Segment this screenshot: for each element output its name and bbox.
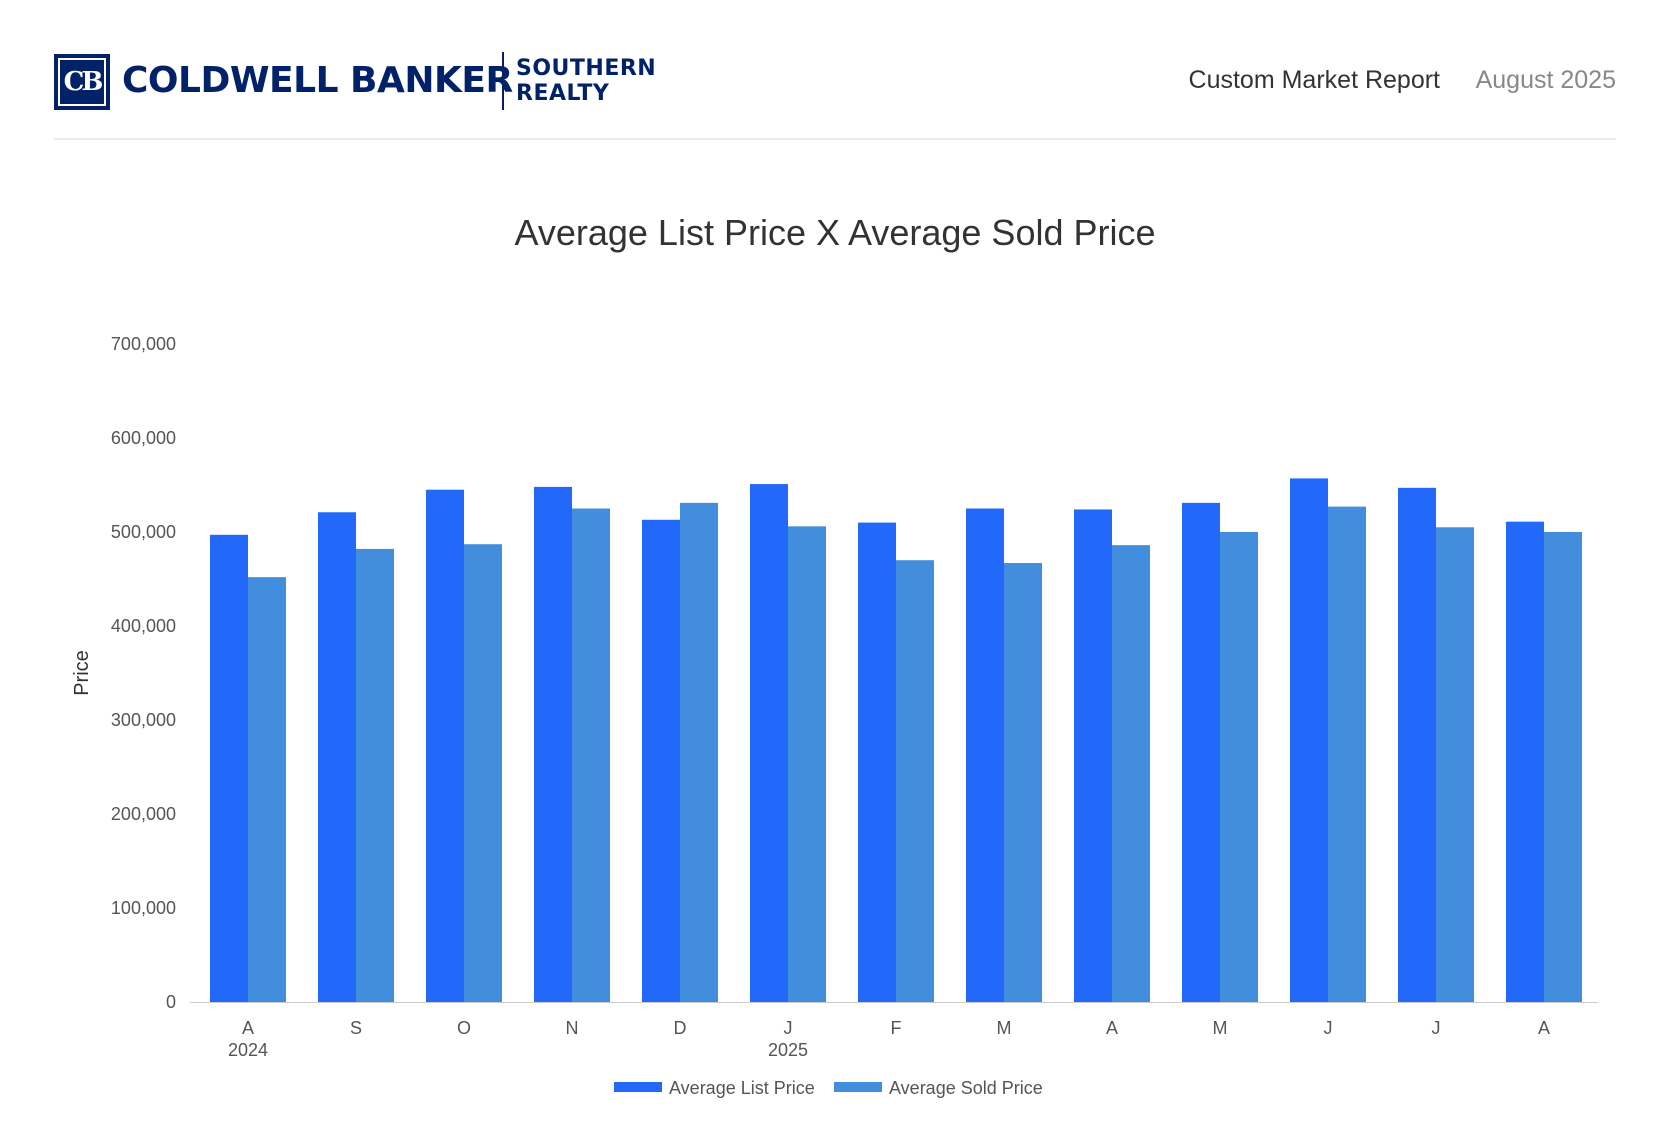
y-tick-label: 500,000 (111, 522, 176, 542)
bar-sold-price (464, 544, 502, 1002)
y-tick-label: 700,000 (111, 334, 176, 354)
bar-list-price (318, 512, 356, 1002)
bar-list-price (1182, 502, 1220, 1002)
coldwell-banker-logo-icon: CB (54, 54, 110, 110)
x-year-label: 2025 (768, 1040, 808, 1060)
chart-title: Average List Price X Average Sold Price (514, 212, 1155, 253)
logo-monogram: CB (63, 67, 104, 97)
y-axis-label: Price (71, 650, 93, 696)
bar-sold-price (896, 560, 934, 1002)
x-tick-label: A (242, 1018, 254, 1038)
bar-list-price (1290, 478, 1328, 1002)
y-tick-label: 100,000 (111, 898, 176, 918)
brand-subtitle: SOUTHERN REALTY (516, 56, 656, 106)
x-tick-label: D (674, 1018, 687, 1038)
legend-label: Average List Price (669, 1078, 815, 1098)
bar-list-price (426, 489, 464, 1002)
bar-sold-price (1004, 563, 1042, 1002)
x-year-label: 2024 (228, 1040, 268, 1060)
y-tick-label: 400,000 (111, 616, 176, 636)
report-title: Custom Market Report (1188, 66, 1440, 94)
y-tick-label: 200,000 (111, 804, 176, 824)
bar-list-price (1074, 509, 1112, 1002)
x-tick-label: A (1106, 1018, 1118, 1038)
x-tick-label: A (1538, 1018, 1550, 1038)
bar-sold-price (572, 508, 610, 1002)
brand-subtitle-line2: REALTY (516, 81, 610, 106)
x-tick-label: J (1432, 1018, 1441, 1038)
brand-name: COLDWELL BANKER (122, 60, 513, 101)
bar-sold-price (1328, 506, 1366, 1002)
bar-list-price (1506, 521, 1544, 1002)
x-tick-label: M (997, 1018, 1012, 1038)
bar-sold-price (1436, 527, 1474, 1002)
x-tick-label: J (1324, 1018, 1333, 1038)
bar-list-price (966, 508, 1004, 1002)
report-header: CB COLDWELL BANKER SOUTHERN REALTY Custo… (54, 48, 1616, 140)
y-tick-label: 300,000 (111, 710, 176, 730)
bar-sold-price (1112, 545, 1150, 1002)
x-tick-label: N (566, 1018, 579, 1038)
bar-sold-price (356, 548, 394, 1002)
bar-list-price (642, 519, 680, 1002)
x-tick-label: M (1213, 1018, 1228, 1038)
x-tick-label: S (350, 1018, 362, 1038)
x-tick-label: O (457, 1018, 471, 1038)
y-tick-label: 0 (166, 992, 176, 1012)
bar-list-price (858, 522, 896, 1002)
y-tick-label: 600,000 (111, 428, 176, 448)
bar-sold-price (1220, 532, 1258, 1002)
legend-label: Average Sold Price (889, 1078, 1043, 1098)
brand-divider (502, 52, 504, 110)
bar-list-price (210, 534, 248, 1002)
bar-list-price (750, 484, 788, 1002)
bar-list-price (1398, 487, 1436, 1002)
report-date: August 2025 (1475, 66, 1616, 94)
bar-sold-price (1544, 532, 1582, 1002)
brand-subtitle-line1: SOUTHERN (516, 56, 657, 81)
bar-list-price (534, 486, 572, 1002)
bar-sold-price (680, 502, 718, 1002)
bar-sold-price (788, 526, 826, 1002)
legend-swatch-list-price (614, 1082, 662, 1092)
x-tick-label: F (891, 1018, 902, 1038)
legend-swatch-sold-price (834, 1082, 882, 1092)
bar-sold-price (248, 577, 286, 1002)
x-tick-label: J (784, 1018, 793, 1038)
